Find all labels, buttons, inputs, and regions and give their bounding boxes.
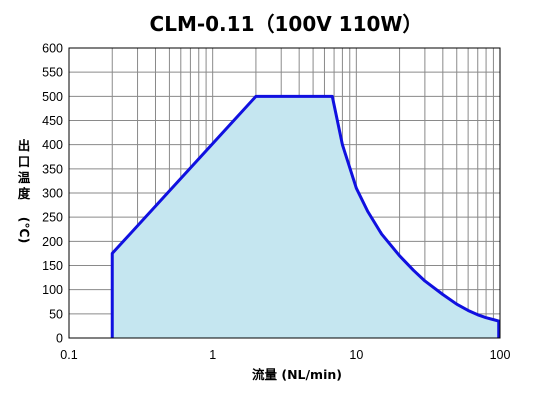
y-tick-label: 300 (42, 187, 63, 201)
x-tick-label: 0.1 (60, 348, 77, 362)
y-axis-label-part: 口 (18, 154, 31, 169)
area-layer (110, 94, 501, 338)
y-tick-label: 350 (42, 162, 63, 176)
plot-frame (68, 47, 501, 339)
y-tick-labels: 0 50 100 150 200 250 300 350 400 450 500 550 600 (42, 42, 63, 346)
area-fill (112, 96, 499, 338)
y-tick-label: 50 (49, 307, 63, 321)
y-tick-label: 200 (42, 235, 63, 249)
y-tick-label: 250 (42, 211, 63, 225)
x-tick-label: 100 (490, 348, 511, 362)
y-axis-label-part: 温 (18, 170, 31, 185)
y-tick-label: 550 (42, 66, 63, 80)
y-tick-label: 450 (42, 114, 63, 128)
y-tick-label: 0 (56, 332, 63, 346)
y-tick-label: 100 (42, 283, 63, 297)
chart-title: CLM-0.11（100V 110W） (150, 12, 423, 36)
y-tick-label: 500 (42, 90, 63, 104)
x-axis-label: 流量 (NL/min) (252, 367, 342, 382)
y-tick-label: 600 (42, 42, 63, 56)
x-tick-labels: 0.1 1 10 100 (60, 348, 510, 362)
y-axis-label-part: (℃) (17, 217, 32, 244)
y-tick-label: 400 (42, 138, 63, 152)
x-tick-label: 1 (209, 348, 216, 362)
y-tick-label: 150 (42, 259, 63, 273)
y-axis-label-part: 出 (18, 138, 31, 153)
x-tick-label: 10 (349, 348, 363, 362)
y-axis-label-part: 度 (18, 186, 31, 201)
series-line (110, 94, 501, 338)
